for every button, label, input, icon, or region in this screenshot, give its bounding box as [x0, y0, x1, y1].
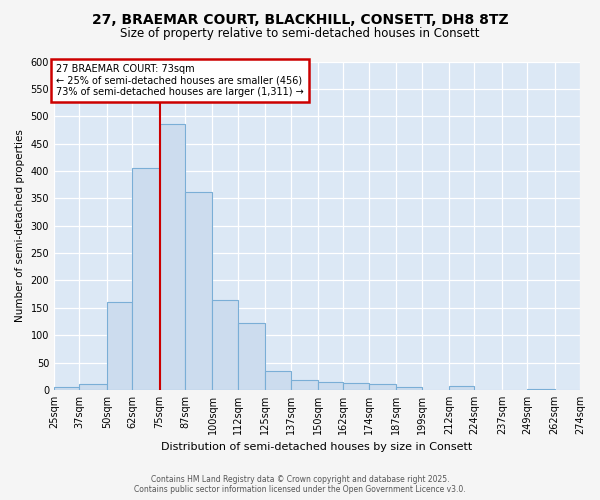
Text: Size of property relative to semi-detached houses in Consett: Size of property relative to semi-detach… — [120, 28, 480, 40]
Text: 27, BRAEMAR COURT, BLACKHILL, CONSETT, DH8 8TZ: 27, BRAEMAR COURT, BLACKHILL, CONSETT, D… — [92, 12, 508, 26]
Bar — [527, 389, 554, 390]
Bar — [396, 387, 422, 390]
Bar — [132, 168, 160, 390]
Bar — [185, 192, 212, 390]
Bar — [343, 384, 369, 390]
Bar — [265, 371, 290, 390]
Bar — [318, 382, 343, 390]
Text: Contains HM Land Registry data © Crown copyright and database right 2025.
Contai: Contains HM Land Registry data © Crown c… — [134, 474, 466, 494]
Y-axis label: Number of semi-detached properties: Number of semi-detached properties — [15, 130, 25, 322]
Bar — [54, 387, 79, 390]
Bar — [369, 384, 396, 390]
Bar — [238, 323, 265, 390]
Bar — [449, 386, 475, 390]
Bar — [290, 380, 318, 390]
Bar — [212, 300, 238, 390]
Bar — [107, 302, 132, 390]
Bar — [160, 124, 185, 390]
Bar — [79, 384, 107, 390]
X-axis label: Distribution of semi-detached houses by size in Consett: Distribution of semi-detached houses by … — [161, 442, 473, 452]
Text: 27 BRAEMAR COURT: 73sqm
← 25% of semi-detached houses are smaller (456)
73% of s: 27 BRAEMAR COURT: 73sqm ← 25% of semi-de… — [56, 64, 304, 98]
